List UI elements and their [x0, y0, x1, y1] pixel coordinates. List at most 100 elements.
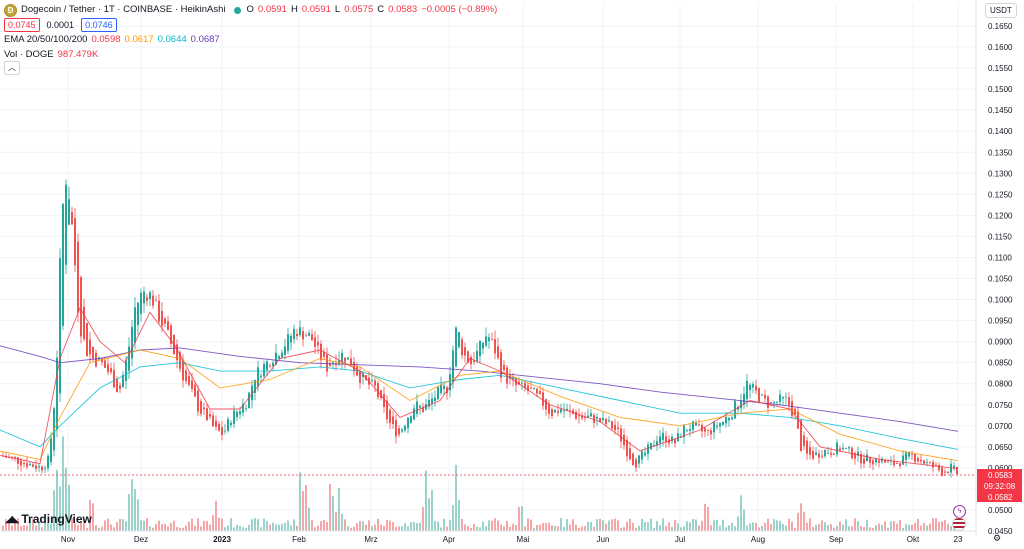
candle [215, 420, 217, 427]
volume-bar [521, 506, 523, 531]
volume-legend[interactable]: Vol · DOGE 987.479K [4, 48, 497, 62]
candle [662, 432, 664, 440]
volume-bar [464, 524, 466, 531]
candle [437, 386, 439, 400]
volume-bar [476, 526, 478, 531]
volume-bar [863, 526, 865, 531]
volume-bar [512, 523, 514, 531]
price-tick-label: 0.1350 [988, 148, 1013, 157]
tradingview-logo[interactable]: ◢◣ TradingView [5, 512, 92, 526]
currency-button[interactable]: USDT [985, 3, 1017, 18]
candle [305, 335, 307, 337]
volume-bar [683, 526, 685, 531]
volume-bar [281, 523, 283, 531]
candle [665, 436, 667, 443]
ema200-value: 0.0687 [190, 34, 220, 45]
candle [575, 411, 577, 419]
volume-bar [410, 522, 412, 531]
candle [290, 335, 292, 343]
volume-bar [662, 518, 664, 531]
candle [233, 410, 235, 424]
volume-bar [230, 518, 232, 531]
chevron-up-icon[interactable]: ︿ [4, 61, 20, 75]
candle [536, 388, 538, 394]
volume-bar [377, 518, 379, 531]
volume-bar [941, 521, 943, 531]
volume-bar [788, 518, 790, 531]
volume-bar [29, 520, 31, 531]
volume-bar [557, 526, 559, 531]
candle [821, 455, 823, 457]
volume-bar [503, 526, 505, 531]
candle [719, 423, 721, 427]
candle [947, 472, 949, 474]
candle [896, 462, 898, 464]
candle [938, 465, 940, 471]
candle [74, 218, 76, 266]
price-tick-label: 0.0750 [988, 401, 1013, 410]
ema-legend[interactable]: EMA 20/50/100/200 0.0598 0.0617 0.0644 0… [4, 33, 497, 47]
volume-bar [77, 525, 79, 531]
candle [932, 462, 934, 468]
volume-bar [125, 521, 127, 531]
candle [851, 447, 853, 459]
candle [920, 459, 922, 462]
candle [563, 410, 565, 412]
candle [587, 415, 589, 418]
volume-bar [926, 525, 928, 531]
candle [32, 464, 34, 467]
candle [224, 430, 226, 432]
volume-bar [353, 526, 355, 531]
volume-bar [881, 524, 883, 531]
candle [182, 360, 184, 381]
volume-bar [497, 520, 499, 531]
volume-bar [272, 522, 274, 531]
candle [611, 421, 613, 429]
volume-bar [98, 527, 100, 531]
volume-bar [818, 523, 820, 531]
candle [494, 339, 496, 354]
sell-button[interactable]: 0.0745 [4, 18, 40, 32]
volume-bar [701, 520, 703, 531]
volume-bar [83, 519, 85, 531]
volume-bar [545, 523, 547, 531]
price-tick-label: 0.1450 [988, 106, 1013, 115]
buy-button[interactable]: 0.0746 [81, 18, 117, 32]
candle [728, 418, 730, 421]
volume-bar [428, 498, 430, 531]
candle [17, 457, 19, 464]
candle [695, 422, 697, 426]
volume-bar [299, 472, 301, 531]
gear-icon[interactable]: ⚙ [993, 533, 1002, 543]
volume-bar [524, 526, 526, 531]
candle [92, 346, 94, 359]
volume-bar [191, 518, 193, 531]
us-flag-icon[interactable] [952, 517, 966, 531]
volume-bar [605, 523, 607, 531]
ohlc-open: 0.0591 [257, 4, 287, 15]
volume-bar [89, 500, 91, 531]
candle [380, 390, 382, 398]
candle [566, 408, 568, 411]
symbol-title[interactable]: Dogecoin / Tether · 1T · COINBASE · Heik… [21, 4, 226, 15]
candle [698, 424, 700, 426]
candle [83, 306, 85, 340]
volume-bar [890, 521, 892, 531]
volume-bar [224, 527, 226, 531]
price-tick-label: 0.1050 [988, 275, 1013, 284]
volume-bar [167, 526, 169, 531]
candle [41, 466, 43, 471]
volume-bar [209, 524, 211, 531]
volume-bar [203, 520, 205, 531]
volume-bar [719, 525, 721, 531]
volume-bar [140, 520, 142, 531]
candle [632, 453, 634, 465]
ema100-value: 0.0644 [157, 34, 187, 45]
candle [818, 453, 820, 458]
volume-bar [833, 527, 835, 531]
volume-bar [158, 520, 160, 531]
candle [80, 277, 82, 337]
ema100-line [0, 362, 959, 450]
candle [554, 410, 556, 413]
